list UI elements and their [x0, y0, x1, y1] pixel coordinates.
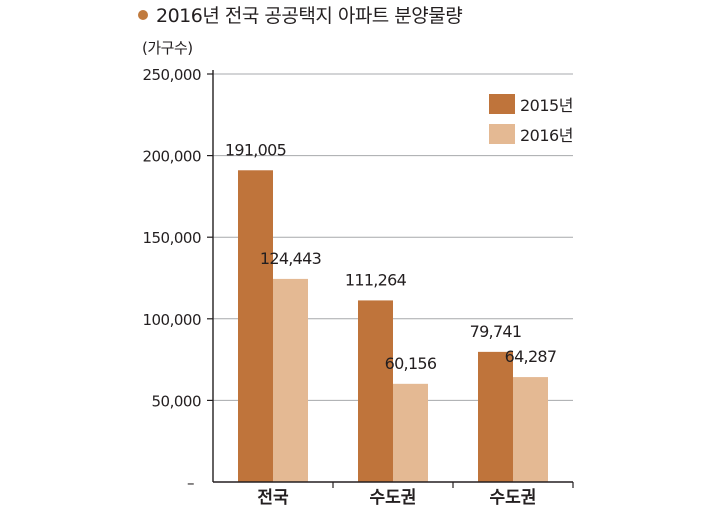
bar-2015 — [478, 351, 513, 482]
bar-2016 — [393, 383, 428, 482]
legend-label-2015: 2015년 — [520, 96, 573, 115]
legend-swatch-2015 — [489, 94, 515, 114]
bullet-dot-icon — [138, 9, 148, 20]
x-category-label: 수도권 — [370, 488, 417, 508]
chart-title: 2016년 전국 공공택지 아파트 분양물량 — [156, 5, 463, 27]
data-label: 60,156 — [385, 354, 437, 373]
y-tick-label: 250,000 — [142, 66, 201, 84]
bar-2015 — [358, 300, 393, 482]
y-axis-label: (가구수) — [142, 39, 193, 57]
y-tick-label: 200,000 — [142, 148, 201, 166]
legend: 2015년 2016년 — [489, 92, 573, 152]
y-tick-label: 100,000 — [142, 311, 201, 329]
y-tick-label: 150,000 — [142, 229, 201, 247]
data-label: 79,741 — [470, 322, 522, 341]
legend-item-2015: 2015년 — [489, 92, 573, 116]
y-tick-label: – — [187, 474, 194, 492]
data-label: 111,264 — [345, 270, 407, 289]
x-category-label: 전국 — [257, 488, 289, 508]
bar-2016 — [273, 278, 308, 482]
bar-2016 — [513, 377, 548, 482]
data-label: 64,287 — [505, 347, 557, 366]
bar-2015 — [238, 170, 273, 482]
x-category-label: 수도권 — [490, 488, 537, 508]
data-label: 191,005 — [225, 140, 286, 159]
data-label: 124,443 — [260, 249, 321, 268]
legend-label-2016: 2016년 — [520, 126, 573, 145]
chart-title-row: 2016년 전국 공공택지 아파트 분양물량 — [138, 1, 463, 28]
y-tick-label: 50,000 — [152, 392, 202, 410]
legend-item-2016: 2016년 — [489, 122, 573, 146]
legend-swatch-2016 — [489, 124, 515, 144]
